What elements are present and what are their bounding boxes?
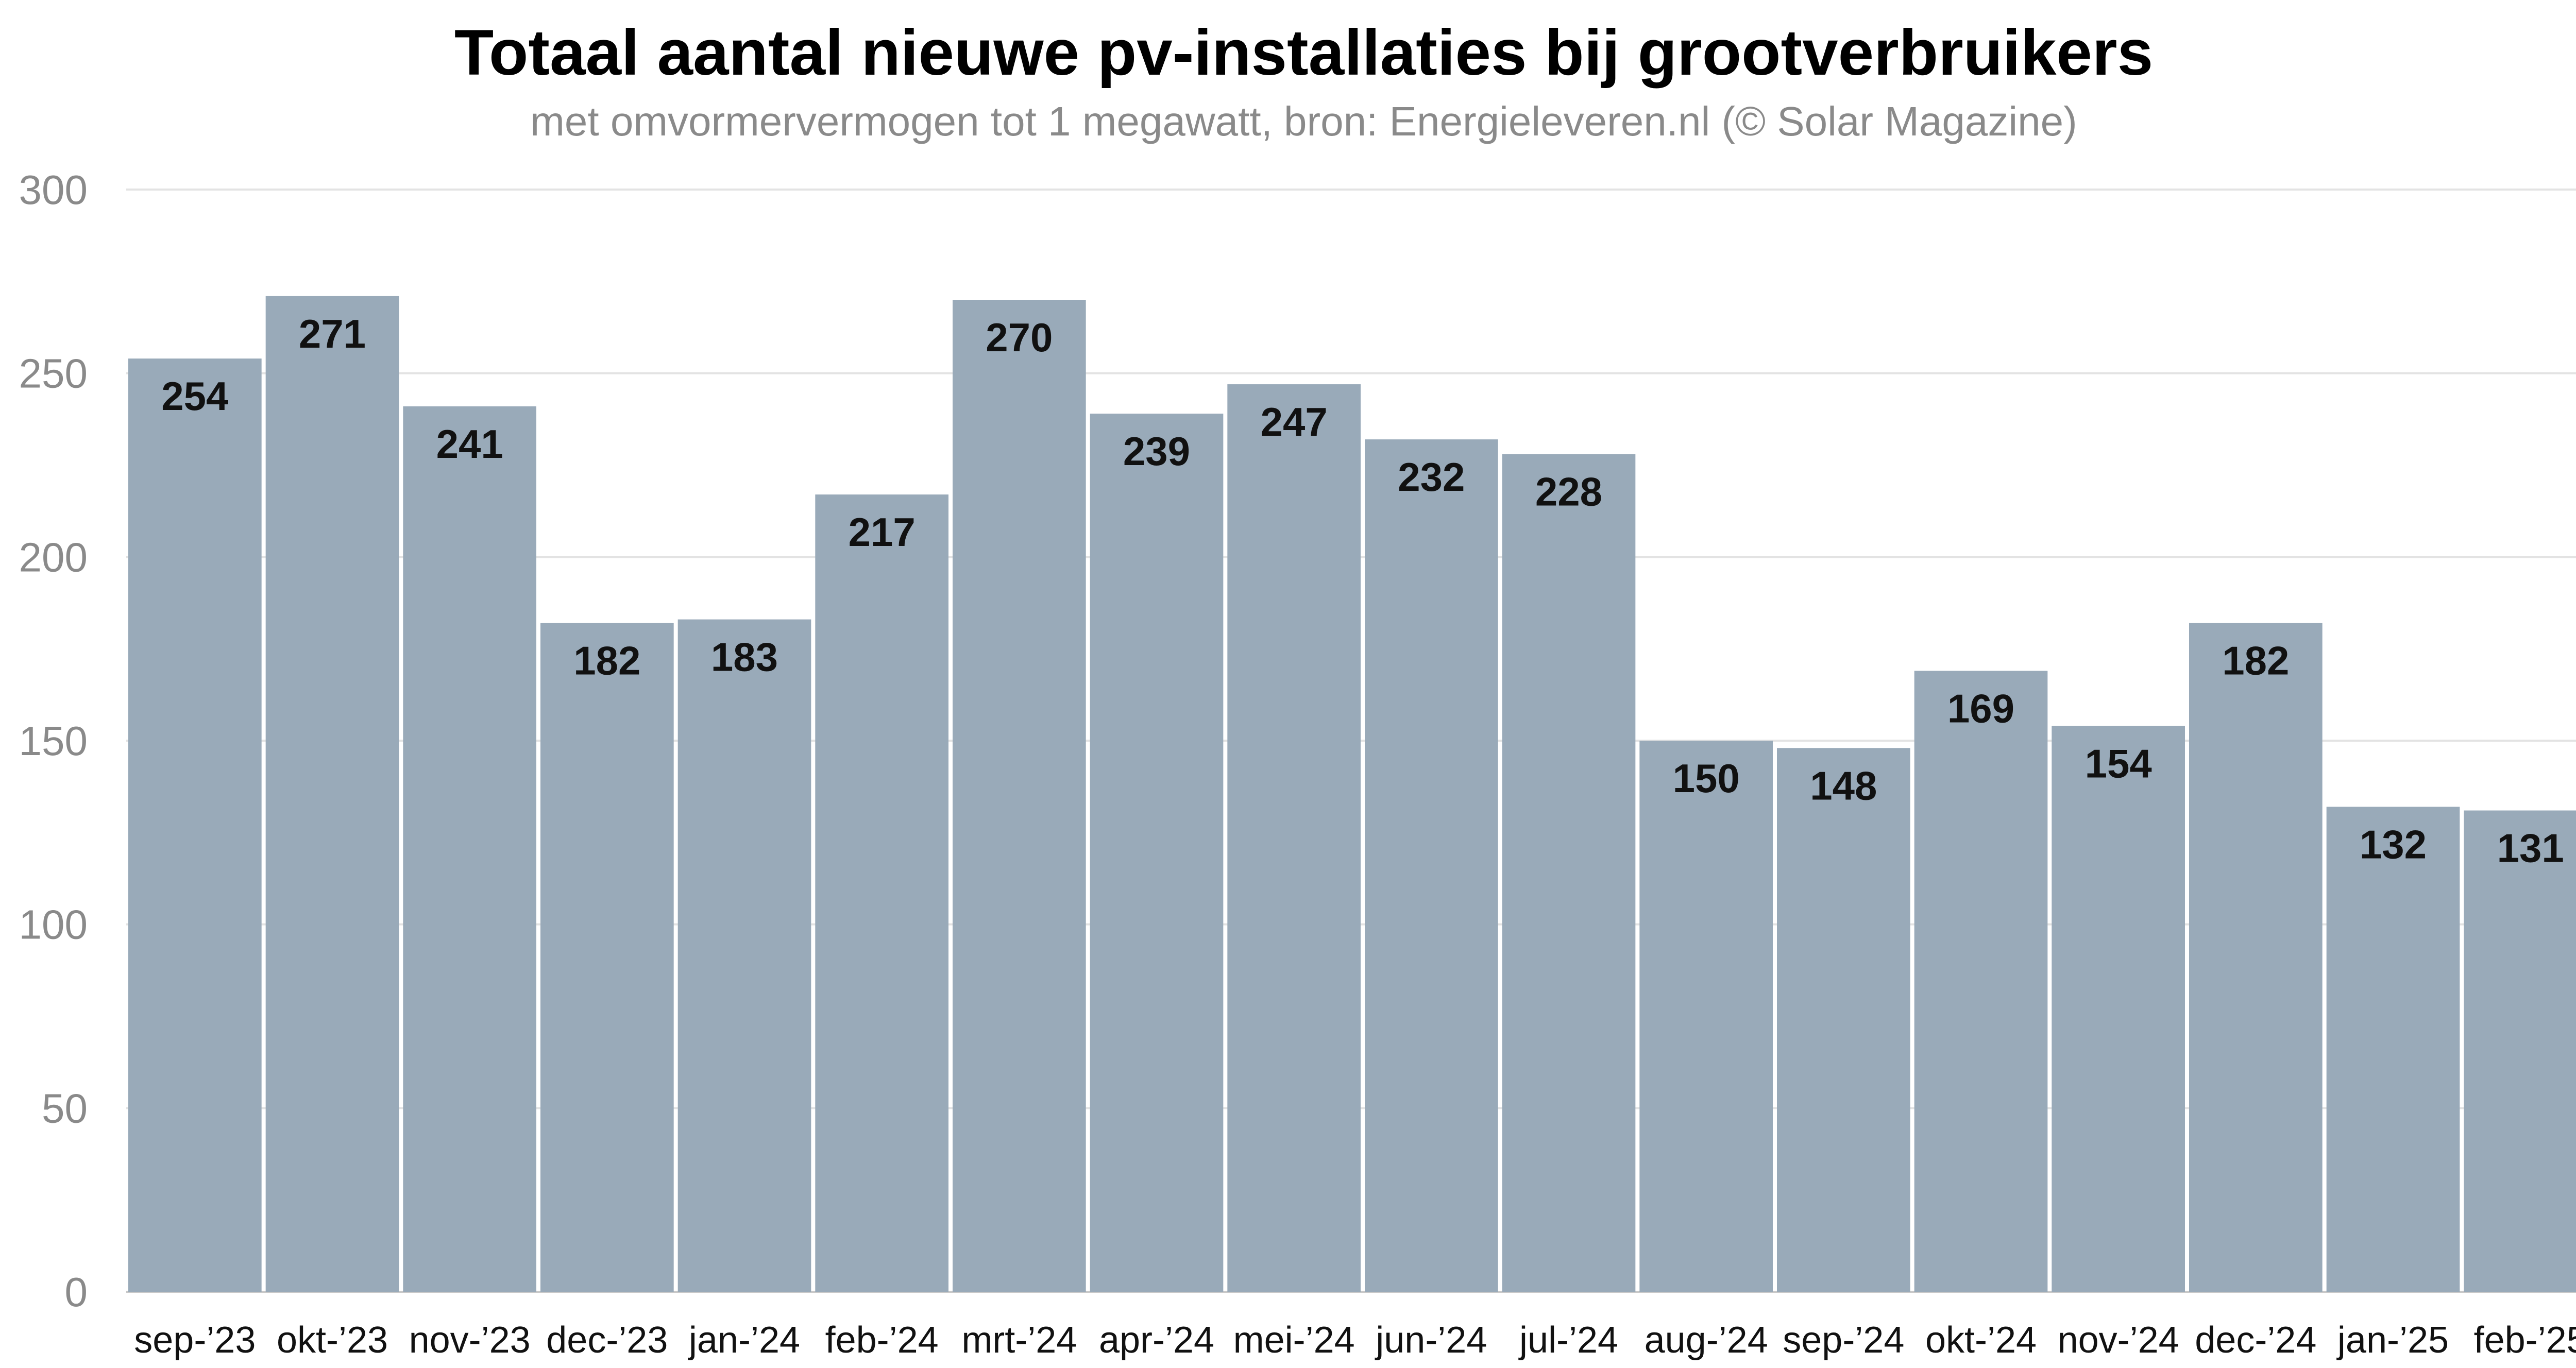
data-label: 183 — [711, 635, 778, 680]
y-tick-label: 250 — [19, 351, 88, 397]
x-tick-label: dec-’24 — [2195, 1320, 2316, 1361]
bar — [2052, 726, 2185, 1292]
y-tick-label: 200 — [19, 534, 88, 580]
y-tick-label: 300 — [19, 167, 88, 213]
y-axis-ticks: 0 50 100 150 200 250 300 — [19, 167, 88, 1315]
chart-title: Totaal aantal nieuwe pv-installaties bij… — [454, 17, 2154, 89]
x-tick-label: dec-’23 — [546, 1320, 668, 1361]
data-label: 241 — [436, 421, 503, 467]
data-label: 182 — [573, 638, 640, 683]
data-label: 150 — [1673, 756, 1740, 801]
bar — [2464, 810, 2576, 1292]
data-label: 182 — [2222, 638, 2289, 683]
bar — [815, 494, 948, 1292]
x-tick-label: apr-’24 — [1099, 1320, 1214, 1361]
bar — [677, 619, 811, 1292]
data-label: 247 — [1261, 399, 1328, 444]
data-label: 217 — [849, 509, 916, 555]
y-tick-label: 150 — [19, 718, 88, 764]
bar — [540, 623, 674, 1292]
bar — [128, 358, 262, 1292]
bar — [953, 300, 1086, 1292]
x-tick-label: aug-’24 — [1645, 1320, 1768, 1361]
bar — [1090, 414, 1224, 1292]
bar — [1639, 741, 1773, 1292]
x-tick-label: feb-’24 — [825, 1320, 939, 1361]
data-label: 148 — [1810, 763, 1877, 808]
y-tick-label: 50 — [42, 1085, 88, 1131]
data-label: 239 — [1123, 429, 1190, 474]
data-label: 271 — [299, 311, 366, 356]
x-tick-label: jul-’24 — [1518, 1320, 1618, 1361]
bar — [2189, 623, 2323, 1292]
bar — [403, 406, 536, 1292]
x-tick-label: okt-’23 — [277, 1320, 388, 1361]
x-tick-label: nov-’24 — [2058, 1320, 2179, 1361]
data-label: 132 — [2360, 822, 2427, 867]
bar — [1365, 439, 1498, 1292]
data-label: 154 — [2085, 741, 2152, 786]
data-label: 254 — [161, 373, 228, 419]
bar — [1777, 748, 1910, 1292]
data-label: 131 — [2497, 826, 2564, 871]
x-tick-label: sep-’24 — [1783, 1320, 1904, 1361]
x-axis-ticks: sep-’23 okt-’23 nov-’23 dec-’23 jan-’24 feb-’… — [134, 1320, 2576, 1361]
x-tick-label: jun-’24 — [1375, 1320, 1487, 1361]
gridlines — [126, 189, 2576, 1293]
y-tick-label: 100 — [19, 902, 88, 948]
chart-subtitle: met omvormervermogen tot 1 megawatt, bro… — [530, 98, 2077, 144]
x-tick-label: jan-’25 — [2336, 1320, 2449, 1361]
x-tick-label: jan-’24 — [688, 1320, 800, 1361]
bar — [265, 296, 399, 1292]
x-tick-label: feb-’25 — [2474, 1320, 2576, 1361]
x-tick-label: mrt-’24 — [961, 1320, 1077, 1361]
data-label: 232 — [1398, 454, 1465, 500]
y-tick-label: 0 — [65, 1269, 88, 1315]
bar — [1502, 454, 1636, 1292]
x-tick-label: mei-’24 — [1233, 1320, 1355, 1361]
data-labels: 254 271 241 182 183 217 270 239 247 232 228 150 148 1… — [161, 311, 2564, 871]
bar — [1914, 671, 2048, 1292]
data-label: 270 — [986, 315, 1053, 360]
data-label: 228 — [1535, 469, 1602, 515]
bar — [2326, 807, 2460, 1292]
bar — [1227, 384, 1361, 1292]
x-tick-label: okt-’24 — [1925, 1320, 2037, 1361]
x-tick-label: nov-’23 — [409, 1320, 531, 1361]
data-label: 169 — [1947, 686, 2014, 731]
bars — [128, 296, 2576, 1292]
x-tick-label: sep-’23 — [134, 1320, 256, 1361]
